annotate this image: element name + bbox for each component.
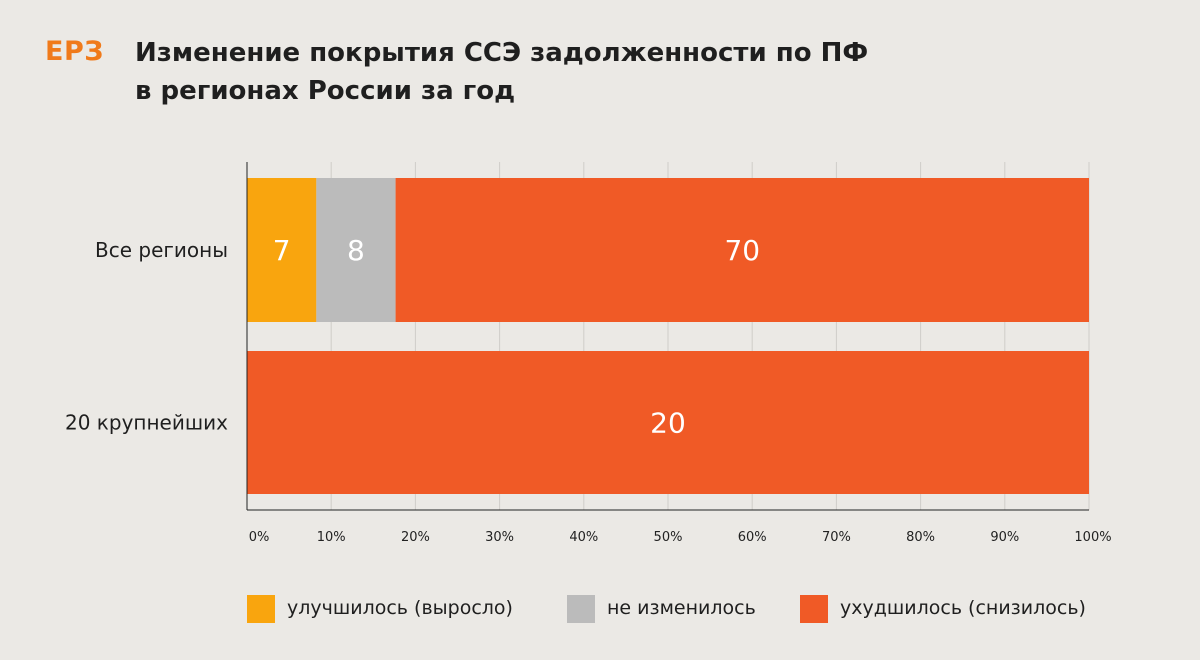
- legend-swatch: [247, 595, 275, 623]
- x-tick-label: 30%: [485, 530, 514, 545]
- x-tick-label: 50%: [654, 530, 683, 545]
- x-tick-label: 0%: [249, 530, 270, 545]
- chart-title: Изменение покрытия ССЭ задолженности по …: [135, 34, 1135, 110]
- category-label: 20 крупнейших: [65, 411, 228, 435]
- x-tick-label: 100%: [1074, 530, 1111, 545]
- brand-logo: ЕРЗ: [45, 36, 104, 67]
- data-label: 7: [273, 234, 291, 267]
- bar-segment: [395, 178, 1089, 322]
- data-labels: 7 8 70 20: [273, 234, 760, 440]
- chart-title-line-1: Изменение покрытия ССЭ задолженности по …: [135, 38, 869, 68]
- x-tick-label: 40%: [569, 530, 598, 545]
- legend-label: ухудшилось (снизилось): [840, 597, 1086, 619]
- x-tick-label: 20%: [401, 530, 430, 545]
- data-label: 8: [347, 234, 365, 267]
- x-tick-label: 60%: [738, 530, 767, 545]
- data-label: 20: [650, 407, 686, 440]
- bars: [247, 178, 1089, 494]
- category-label: Все регионы: [95, 238, 228, 262]
- x-tick-label: 90%: [990, 530, 1019, 545]
- chart-title-line-2: в регионах России за год: [135, 76, 516, 106]
- x-tick-label: 80%: [906, 530, 935, 545]
- data-label: 70: [724, 234, 760, 267]
- legend-swatch: [567, 595, 595, 623]
- bar-segment: [247, 178, 317, 322]
- legend-swatch: [800, 595, 828, 623]
- bar-segment: [247, 351, 1089, 494]
- axes: 0% 10% 20% 30% 40% 50% 60% 70% 80% 90% 100% Все рег…: [65, 162, 1112, 545]
- bar-segment: [316, 178, 396, 322]
- legend-label: улучшилось (выросло): [287, 597, 513, 619]
- x-tick-label: 70%: [822, 530, 851, 545]
- x-tick-label: 10%: [317, 530, 346, 545]
- legend-label: не изменилось: [607, 597, 756, 619]
